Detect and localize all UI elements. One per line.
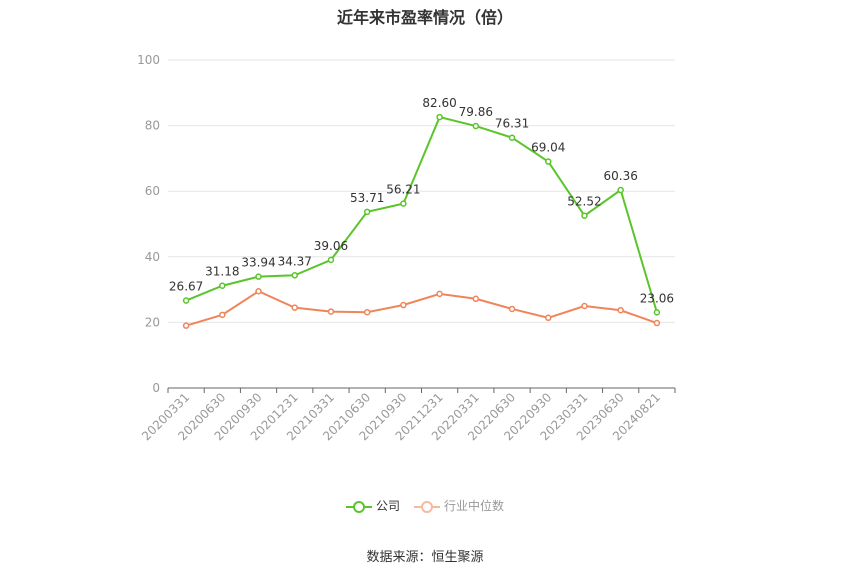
legend: 公司 行业中位数 (0, 497, 850, 514)
legend-swatch-industry (414, 499, 440, 513)
legend-label-industry: 行业中位数 (444, 499, 505, 513)
legend-label-company: 公司 (375, 499, 400, 513)
data-point-industry (508, 305, 516, 313)
data-point-industry (182, 322, 190, 329)
data-point-company (508, 134, 516, 141)
data-point-company (653, 309, 661, 316)
y-tick-label: 40 (145, 250, 160, 264)
series-line-industry (185, 290, 658, 327)
data-point-company (436, 113, 443, 121)
data-point-industry (400, 301, 407, 309)
data-label: 31.18 (205, 265, 239, 279)
data-point-industry (291, 304, 298, 311)
legend-item-company[interactable]: 公司 (345, 497, 400, 514)
data-point-company (255, 273, 262, 280)
data-label: 82.60 (422, 96, 456, 110)
y-axis-ticks: 0 20 40 60 80 100 (137, 53, 160, 395)
y-tick-label: 100 (137, 53, 160, 67)
chart-title: 近年来市盈率情况（倍） (336, 8, 513, 27)
data-label: 76.31 (495, 117, 529, 131)
data-point-industry (581, 302, 588, 310)
data-point-industry (327, 308, 335, 315)
y-tick-label: 80 (145, 119, 160, 133)
y-tick-label: 60 (145, 184, 160, 198)
data-point-industry (436, 290, 443, 298)
legend-item-industry[interactable]: 行业中位数 (414, 497, 504, 514)
data-label: 23.06 (640, 291, 674, 305)
data-label: 69.04 (531, 141, 565, 155)
data-point-industry (219, 311, 226, 319)
data-label: 33.94 (241, 256, 275, 270)
y-tick-label: 0 (152, 381, 160, 395)
data-point-company (472, 122, 480, 130)
data-point-industry (472, 295, 480, 303)
data-point-company (182, 297, 190, 304)
data-point-company (327, 256, 335, 264)
data-label: 52.52 (567, 195, 601, 209)
data-label: 56.21 (386, 183, 420, 197)
data-point-company (291, 272, 298, 279)
data-point-industry (255, 287, 262, 295)
series-group (182, 113, 661, 329)
data-label: 79.86 (459, 105, 493, 119)
data-label: 60.36 (603, 169, 637, 183)
data-label: 34.37 (278, 254, 312, 268)
data-point-industry (653, 319, 661, 327)
data-label: 53.71 (350, 191, 384, 205)
legend-swatch-company (345, 499, 372, 513)
data-point-company (581, 212, 588, 219)
data-point-company (617, 186, 624, 194)
data-label: 39.06 (314, 239, 348, 253)
data-point-industry (545, 314, 552, 322)
data-point-company (545, 158, 552, 165)
data-point-company (363, 208, 371, 216)
source-note: 数据来源：恒生聚源 (366, 550, 484, 565)
data-label: 26.67 (169, 280, 203, 294)
series-line-company (185, 115, 658, 313)
x-axis: 2020033120200630202009302020123120210331… (139, 387, 676, 443)
data-point-company (400, 200, 407, 207)
grid-lines (168, 59, 675, 323)
data-point-industry (617, 307, 624, 314)
data-point-company (219, 282, 226, 289)
data-point-industry (363, 308, 371, 316)
y-tick-label: 20 (145, 315, 160, 329)
